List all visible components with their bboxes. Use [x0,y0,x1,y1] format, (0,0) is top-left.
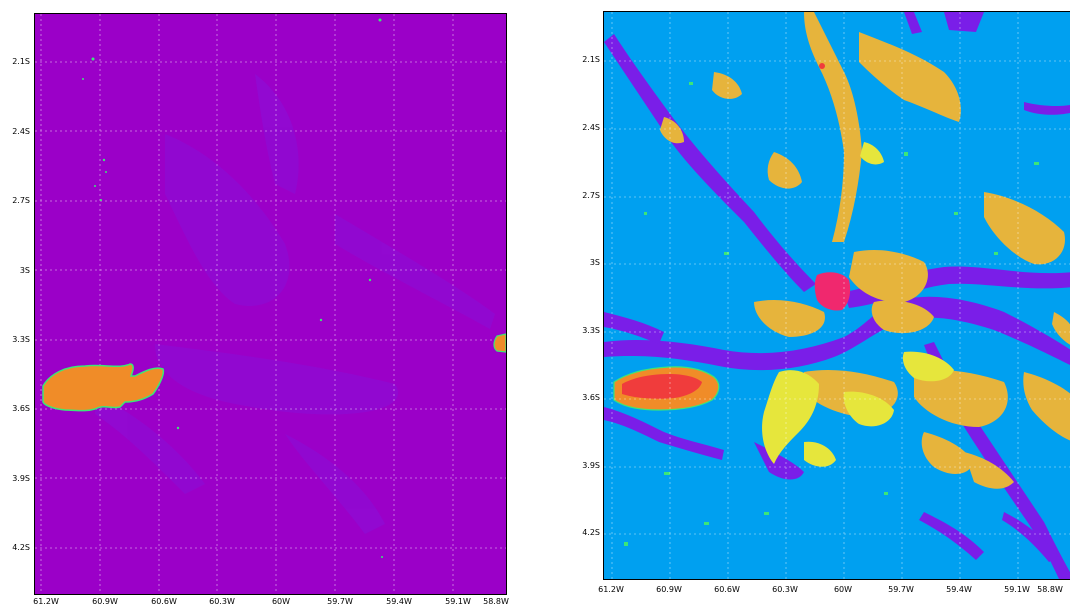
right-y-tick-label: 3.6S [582,393,600,402]
right-y-tick-label: 2.4S [582,123,600,132]
right-yellow-patches [762,142,954,467]
right-y-tick-label: 2.1S [582,55,600,64]
right-x-tick-label: 59.1W [1004,585,1030,594]
right-map-area[interactable] [603,11,1070,580]
left-x-tick-label: 60.9W [92,597,118,606]
right-x-tick-label: 59.4W [946,585,972,594]
left-x-tick-label: 61.2W [33,597,59,606]
right-red-dot [819,63,825,69]
right-y-tick-label: 3.3S [582,326,600,335]
right-x-tick-label: 60.3W [772,585,798,594]
left-y-tick-label: 2.1S [12,57,30,66]
right-x-tick-label: 59.7W [888,585,914,594]
left-y-tick-label: 4.2S [12,543,30,552]
left-x-tick-label: 58.8W [483,597,509,606]
left-map-canvas [35,14,506,594]
right-x-tick-label: 58.8W [1037,585,1063,594]
right-y-tick-label: 2.7S [582,191,600,200]
right-y-tick-label: 3S [589,258,600,267]
left-y-tick-label: 2.4S [12,127,30,136]
left-x-tick-label: 60W [271,597,291,606]
left-map-panel: 2.1S 2.4S 2.7S 3S 3.3S 3.6S 3.9S 4.2S 61… [0,0,520,607]
left-y-tick-label: 3.6S [12,404,30,413]
right-map-panel: 2.1S 2.4S 2.7S 3S 3.3S 3.6S 3.9S 4.2S 61… [560,0,1070,607]
right-x-tick-label: 60W [833,585,853,594]
left-map-area[interactable] [34,13,507,595]
left-x-tick-label: 59.1W [445,597,471,606]
right-map-canvas [604,12,1070,579]
right-y-tick-label: 4.2S [582,528,600,537]
right-gridlines [604,12,1070,579]
left-edge-orange-region [493,333,506,353]
right-x-tick-label: 60.9W [656,585,682,594]
left-orange-region [42,363,165,412]
right-x-tick-label: 60.6W [714,585,740,594]
right-green-specks [624,82,1039,546]
left-y-tick-label: 3.3S [12,335,30,344]
left-green-dots [82,18,383,558]
left-x-tick-label: 60.3W [209,597,235,606]
right-y-tick-label: 3.9S [582,461,600,470]
left-x-tick-label: 59.7W [327,597,353,606]
left-y-tick-label: 3S [19,266,30,275]
left-x-tick-label: 59.4W [386,597,412,606]
right-pink-region [814,272,851,311]
left-y-tick-label: 3.9S [12,474,30,483]
left-y-tick-label: 2.7S [12,196,30,205]
left-x-tick-label: 60.6W [151,597,177,606]
right-x-tick-label: 61.2W [598,585,624,594]
left-gridlines [35,14,506,594]
right-red-region [622,374,702,399]
